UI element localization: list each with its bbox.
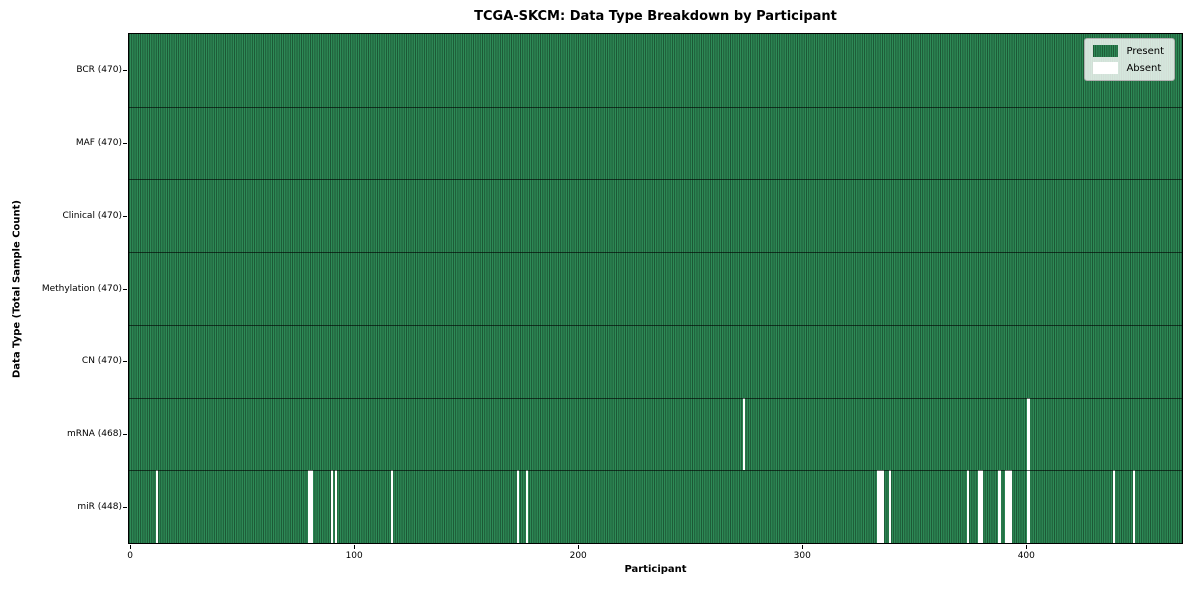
y-tick-mark [123, 288, 127, 290]
absent-cell-miR-334 [877, 470, 880, 543]
row-separator [129, 106, 1182, 108]
y-tick-mark [123, 433, 127, 435]
x-tick-mark [1026, 545, 1028, 549]
y-tick-label: mRNA (468) [67, 428, 122, 439]
y-tick-label: Methylation (470) [41, 283, 122, 294]
heatmap-row-Clinical [129, 179, 1182, 253]
row-separator [129, 252, 1182, 254]
absent-cell-miR-401 [1027, 470, 1030, 543]
y-tick-label: Clinical (470) [62, 210, 122, 221]
x-tick-label: 200 [569, 551, 587, 561]
absent-cell-miR-335 [879, 470, 882, 543]
legend-label-present: Present [1126, 45, 1164, 57]
row-separator [129, 397, 1182, 399]
absent-cell-miR-80 [308, 470, 311, 543]
absent-cell-miR-374 [966, 470, 970, 543]
y-tick-label: MAF (470) [75, 138, 122, 149]
legend-item-absent: Absent [1093, 62, 1164, 74]
x-tick-label: 400 [1017, 551, 1035, 561]
absent-cell-miR-173 [516, 470, 519, 543]
legend-item-present: Present [1093, 45, 1164, 57]
absent-cell-miR-448 [1132, 470, 1135, 543]
absent-swatch-icon [1093, 62, 1119, 74]
absent-cell-miR-439 [1112, 470, 1115, 543]
y-tick-mark [123, 70, 127, 72]
absent-cell-miR-388 [998, 470, 1001, 543]
heatmap-row-MAF [129, 106, 1182, 180]
x-tick-label: 0 [127, 551, 133, 561]
absent-cell-miR-92 [335, 470, 338, 543]
x-tick-mark [130, 545, 132, 549]
absent-cell-miR-336 [881, 470, 885, 543]
absent-cell-miR-177 [525, 470, 528, 543]
absent-cell-miR-81 [310, 470, 313, 543]
absent-cell-miR-379 [978, 470, 981, 543]
row-separator [129, 470, 1182, 472]
absent-cell-miR-392 [1007, 470, 1010, 543]
heatmap-row-mRNA [129, 397, 1182, 471]
x-tick-label: 100 [345, 551, 363, 561]
legend: Present Absent [1084, 38, 1175, 81]
y-tick-label: BCR (470) [76, 65, 122, 76]
heatmap-row-CN [129, 324, 1182, 398]
y-tick-mark [123, 215, 127, 217]
absent-cell-miR-339 [888, 470, 891, 543]
absent-cell-miR-391 [1005, 470, 1008, 543]
absent-cell-miR-117 [391, 470, 394, 543]
x-axis-label: Participant [624, 564, 687, 575]
absent-cell-miR-90 [330, 470, 333, 543]
row-separator [129, 179, 1182, 181]
y-axis-label: Data Type (Total Sample Count) [11, 199, 23, 379]
y-tick-label: CN (470) [81, 356, 122, 367]
absent-cell-mRNA-274 [742, 397, 746, 471]
heatmap-row-Methylation [129, 252, 1182, 325]
y-tick-mark [123, 361, 127, 363]
absent-cell-mRNA-401 [1027, 397, 1030, 471]
absent-cell-miR-12 [155, 470, 159, 543]
absent-cell-miR-380 [980, 470, 983, 543]
x-tick-label: 300 [793, 551, 811, 561]
y-tick-mark [123, 143, 127, 145]
heatmap-row-BCR [129, 34, 1182, 107]
x-tick-mark [802, 545, 804, 549]
row-separator [129, 324, 1182, 326]
present-swatch-icon [1093, 45, 1119, 57]
plot-area: Present Absent [128, 33, 1183, 544]
absent-cell-miR-393 [1009, 470, 1012, 543]
x-tick-mark [578, 545, 580, 549]
chart-title: TCGA-SKCM: Data Type Breakdown by Partic… [474, 9, 837, 24]
y-tick-label: miR (448) [77, 501, 122, 512]
legend-label-absent: Absent [1126, 62, 1162, 74]
y-tick-mark [123, 506, 127, 508]
heatmap-row-miR [129, 470, 1182, 543]
x-tick-mark [354, 545, 356, 549]
